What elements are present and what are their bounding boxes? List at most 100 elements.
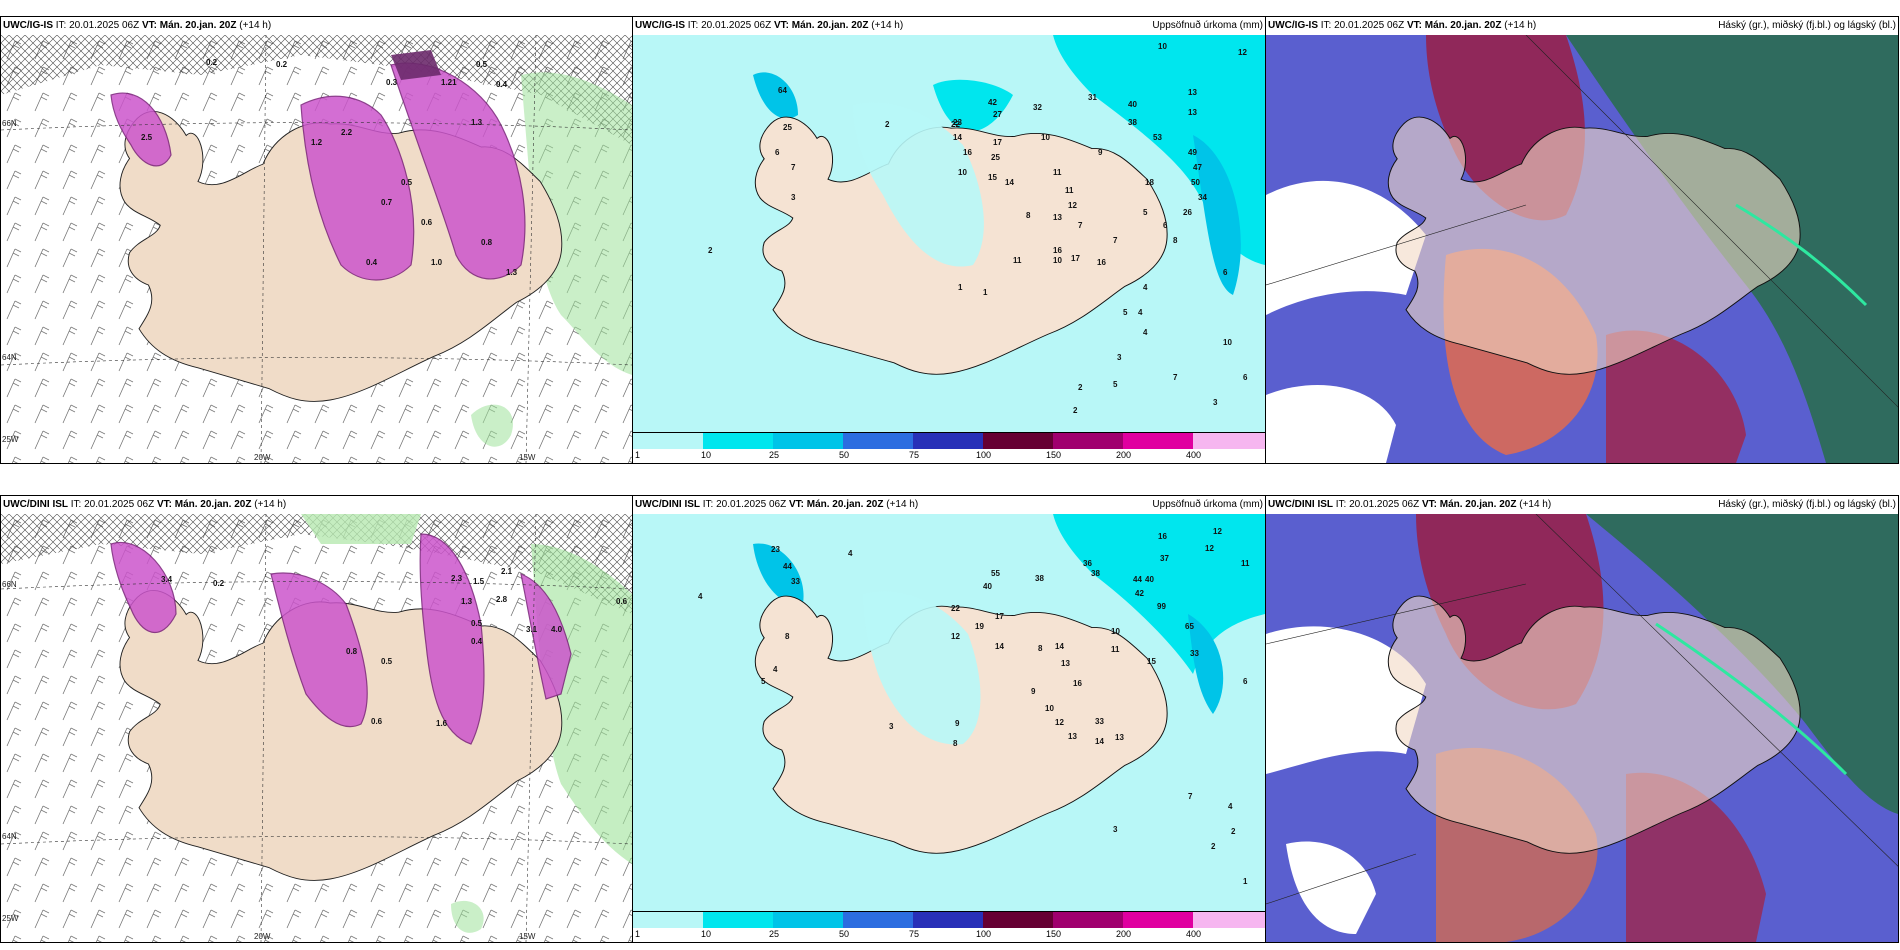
value-label: 31: [1088, 93, 1097, 102]
value-label: 1.3: [471, 118, 483, 127]
value-label: 13: [1053, 213, 1062, 222]
value-label: 2.2: [341, 128, 353, 137]
value-label: 42: [988, 98, 997, 107]
value-label: 22: [951, 120, 960, 129]
colorbar-label: 200: [1116, 929, 1132, 939]
value-label: 49: [1188, 148, 1197, 157]
colorbar-swatch: [1123, 912, 1194, 928]
colorbar-swatch: [913, 433, 984, 449]
value-label: 33: [1190, 649, 1199, 658]
value-label: 12: [1068, 201, 1077, 210]
colorbar-swatch: [633, 433, 704, 449]
lat-label: 66N: [2, 580, 17, 589]
panel-header: UWC/DINI ISL IT: 20.01.2025 06Z VT: Mán.…: [3, 499, 287, 510]
value-label: 12: [1238, 48, 1247, 57]
colorbar-swatch: [843, 912, 914, 928]
value-label: 8: [1026, 211, 1031, 220]
value-label: 10: [1053, 256, 1062, 265]
colorbar-swatch: [773, 912, 844, 928]
value-label: 14: [995, 642, 1004, 651]
value-label: 6: [1223, 268, 1228, 277]
lat-label: 66N: [2, 119, 17, 128]
colorbar-swatch: [1123, 433, 1194, 449]
value-label: 7: [1188, 792, 1193, 801]
colorbar-swatch: [983, 912, 1054, 928]
lon-label: 15W: [519, 932, 536, 941]
map-cloud-cover[interactable]: [1266, 35, 1898, 463]
colorbar-label: 75: [909, 929, 920, 939]
value-label: 40: [1145, 575, 1154, 584]
map-cloud-cover[interactable]: [1266, 514, 1898, 942]
value-label: 0.8: [346, 647, 358, 656]
colorbar-label: 400: [1186, 450, 1202, 460]
colorbar-label: 150: [1046, 929, 1062, 939]
value-label: 65: [1185, 622, 1194, 631]
colorbar-label: 1: [635, 929, 641, 939]
panel-header: UWC/IG-IS IT: 20.01.2025 06Z VT: Mán. 20…: [1268, 20, 1896, 31]
value-label: 2: [1211, 842, 1216, 851]
value-label: 0.5: [401, 178, 413, 187]
value-label: 0.5: [381, 657, 393, 666]
value-label: 22: [951, 604, 960, 613]
value-label: 13: [1115, 733, 1124, 742]
precip-colorbar: 1 10 25 50 75 100 150 200 400: [633, 432, 1265, 463]
value-label: 15: [988, 173, 997, 182]
colorbar-label: 10: [701, 929, 712, 939]
value-label: 14: [1055, 642, 1064, 651]
value-label: 53: [1153, 133, 1162, 142]
colorbar-label: 400: [1186, 929, 1202, 939]
colorbar-label: 50: [839, 929, 850, 939]
value-label: 6: [1163, 221, 1168, 230]
colorbar-label: 100: [976, 450, 992, 460]
value-label: 42: [1135, 589, 1144, 598]
value-label: 9: [1098, 148, 1103, 157]
value-label: 0.2: [206, 58, 218, 67]
colorbar-swatch: [703, 912, 774, 928]
value-label: 4: [1138, 308, 1143, 317]
value-label: 26: [1183, 208, 1192, 217]
value-label: 50: [1191, 178, 1200, 187]
panel-ig-is-precip: UWC/IG-IS IT: 20.01.2025 06Z VT: Mán. 20…: [632, 16, 1266, 464]
value-label: 4: [698, 592, 703, 601]
value-label: 1.3: [461, 597, 473, 606]
value-label: 37: [1160, 554, 1169, 563]
value-label: 7: [791, 163, 796, 172]
value-label: 1: [958, 283, 963, 292]
map-accumulated-precip[interactable]: 12 16 12 37 11 36 38 44 40 42 99 65 33 4…: [633, 514, 1265, 912]
value-label: 3: [889, 722, 894, 731]
value-label: 9: [955, 719, 960, 728]
colorbar-label: 50: [839, 450, 850, 460]
value-label: 6: [775, 148, 780, 157]
value-label: 10: [1045, 704, 1054, 713]
lon-label: 15W: [519, 453, 536, 462]
value-label: 3.1: [526, 625, 538, 634]
value-label: 55: [991, 569, 1000, 578]
value-label: 0.5: [471, 619, 483, 628]
lat-label: 64N: [2, 832, 17, 841]
value-label: 12: [1213, 527, 1222, 536]
colorbar-swatch: [633, 912, 704, 928]
value-label: 8: [785, 632, 790, 641]
map-accumulated-precip[interactable]: 10 12 13 13 31 40 38 53 49 47 50 34 18 2…: [633, 35, 1265, 433]
panel-dini-precip: UWC/DINI ISL IT: 20.01.2025 06Z VT: Mán.…: [632, 495, 1266, 943]
value-label: 1: [983, 288, 988, 297]
colorbar-label: 10: [701, 450, 712, 460]
colorbar-label: 100: [976, 929, 992, 939]
panel-header: UWC/DINI ISL IT: 20.01.2025 06Z VT: Mán.…: [1268, 499, 1896, 510]
value-label: 2: [1231, 827, 1236, 836]
map-wind-precip[interactable]: 0.2 2.3 1.5 2.8 3.1 4.0 1.6 0.5 0.6 0.4 …: [1, 514, 632, 942]
value-label: 6: [1243, 677, 1248, 686]
value-label: 3: [791, 193, 796, 202]
value-label: 10: [1158, 42, 1167, 51]
value-label: 33: [791, 577, 800, 586]
value-label: 4: [1143, 328, 1148, 337]
value-label: 18: [1145, 178, 1154, 187]
value-label: 7: [1173, 373, 1178, 382]
map-wind-precip[interactable]: 0.2 0.2 0.5 0.4 1.21 0.3 2.5 1.3 0.5 0.7…: [1, 35, 632, 463]
value-label: 0.6: [616, 597, 628, 606]
value-label: 0.7: [381, 198, 393, 207]
value-label: 36: [1083, 559, 1092, 568]
value-label: 11: [1065, 186, 1074, 195]
value-label: 13: [1188, 88, 1197, 97]
value-label: 2: [1078, 383, 1083, 392]
